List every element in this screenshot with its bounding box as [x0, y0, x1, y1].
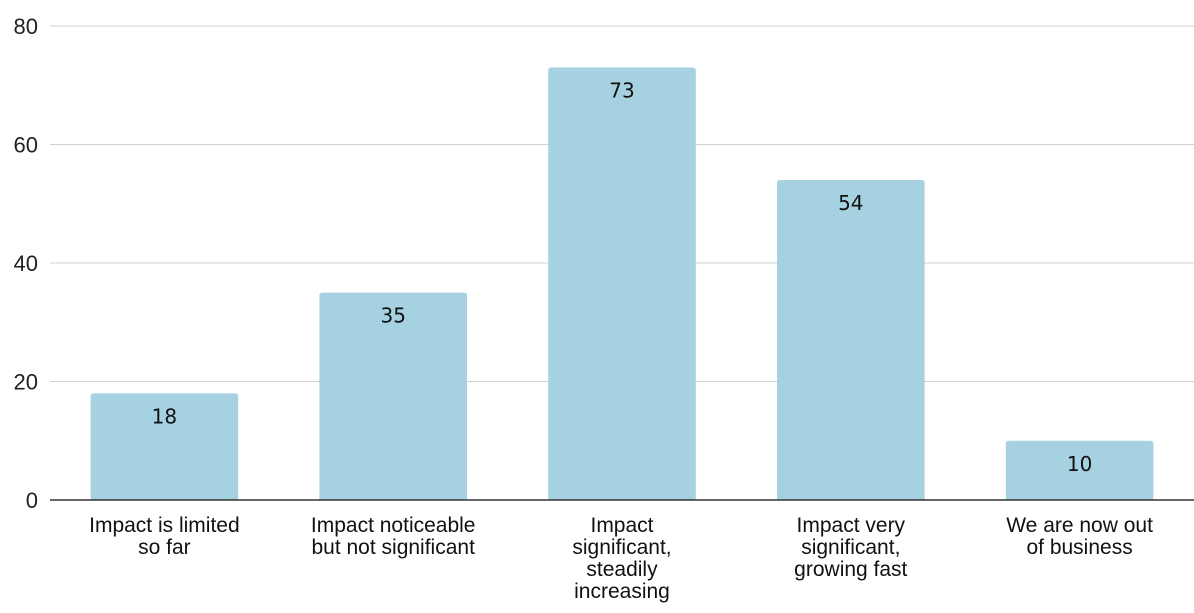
y-tick-label: 20 — [14, 370, 38, 395]
data-label: 54 — [838, 191, 863, 215]
y-tick-label: 60 — [14, 133, 38, 158]
bar — [777, 180, 925, 501]
y-tick-label: 80 — [14, 14, 38, 39]
bar — [90, 393, 239, 500]
bars — [90, 67, 1154, 501]
data-label: 35 — [380, 304, 405, 328]
bar — [1005, 440, 1154, 500]
data-label: 73 — [609, 78, 634, 102]
bar — [548, 67, 696, 500]
y-tick-label: 0 — [26, 488, 38, 513]
x-tick-label: Impact very significant, growing fast — [794, 514, 907, 581]
y-tick-label: 40 — [14, 251, 38, 276]
x-tick-label: Impact noticeable but not significant — [311, 514, 476, 559]
data-label: 18 — [152, 404, 177, 428]
data-label: 10 — [1067, 452, 1092, 476]
y-axis: 0 20 40 60 80 — [14, 14, 38, 513]
x-tick-label: Impact is limited so far — [89, 514, 240, 559]
bar — [319, 292, 467, 500]
data-labels: 18 35 73 54 10 — [152, 78, 1093, 475]
x-tick-label: Impact significant, steadily increasing — [572, 514, 671, 603]
x-axis: Impact is limited so far Impact noticeable… — [50, 499, 1194, 603]
x-tick-label: We are now out of business — [1006, 514, 1153, 559]
